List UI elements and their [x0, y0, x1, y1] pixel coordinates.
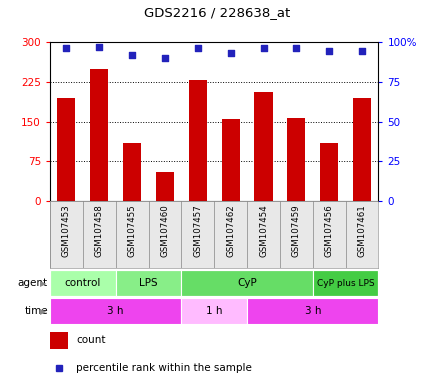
Bar	[123, 143, 141, 201]
Text: 1 h: 1 h	[206, 306, 222, 316]
Point	[95, 43, 102, 50]
Text: agent: agent	[18, 278, 48, 288]
Bar	[319, 143, 338, 201]
Bar	[214, 201, 247, 268]
Bar	[50, 332, 68, 349]
Point	[194, 45, 201, 51]
Text: percentile rank within the sample: percentile rank within the sample	[76, 363, 252, 373]
Bar	[155, 172, 174, 201]
Bar	[286, 118, 305, 201]
Text: CyP plus LPS: CyP plus LPS	[316, 279, 374, 288]
Bar	[148, 201, 181, 268]
Bar	[312, 201, 345, 268]
Text: GSM107458: GSM107458	[95, 205, 104, 257]
Text: ▶: ▶	[40, 307, 46, 316]
Text: LPS: LPS	[139, 278, 158, 288]
Text: GSM107453: GSM107453	[62, 205, 71, 257]
Bar	[279, 201, 312, 268]
Bar	[57, 98, 76, 201]
Point	[161, 55, 168, 61]
Bar	[50, 201, 82, 268]
Text: time: time	[24, 306, 48, 316]
Bar	[50, 298, 181, 324]
Text: GSM107457: GSM107457	[193, 205, 202, 257]
Bar	[352, 98, 370, 201]
Bar	[181, 298, 247, 324]
Point	[128, 51, 135, 58]
Point	[292, 45, 299, 51]
Text: count: count	[76, 335, 105, 345]
Text: 3 h: 3 h	[107, 306, 124, 316]
Bar	[247, 298, 378, 324]
Text: GSM107455: GSM107455	[127, 205, 136, 257]
Bar	[181, 270, 312, 296]
Text: GSM107459: GSM107459	[291, 205, 300, 257]
Text: GSM107460: GSM107460	[160, 205, 169, 257]
Point	[325, 48, 332, 55]
Bar	[221, 119, 239, 201]
Text: 3 h: 3 h	[304, 306, 320, 316]
Bar	[181, 201, 214, 268]
Bar	[50, 270, 115, 296]
Bar	[115, 270, 181, 296]
Point	[358, 48, 365, 55]
Text: GSM107454: GSM107454	[258, 205, 267, 257]
Bar	[312, 270, 378, 296]
Text: ▶: ▶	[40, 279, 46, 288]
Point	[63, 45, 70, 51]
Point	[260, 45, 266, 51]
Bar	[90, 70, 108, 201]
Bar	[82, 201, 115, 268]
Bar	[188, 80, 207, 201]
Bar	[247, 201, 279, 268]
Bar	[345, 201, 378, 268]
Text: GSM107461: GSM107461	[357, 205, 366, 257]
Text: GSM107456: GSM107456	[324, 205, 333, 257]
Bar	[115, 201, 148, 268]
Point	[227, 50, 233, 56]
Text: GSM107462: GSM107462	[226, 205, 235, 257]
Text: GDS2216 / 228638_at: GDS2216 / 228638_at	[144, 6, 290, 19]
Bar	[254, 92, 272, 201]
Text: control: control	[65, 278, 101, 288]
Text: CyP: CyP	[237, 278, 256, 288]
